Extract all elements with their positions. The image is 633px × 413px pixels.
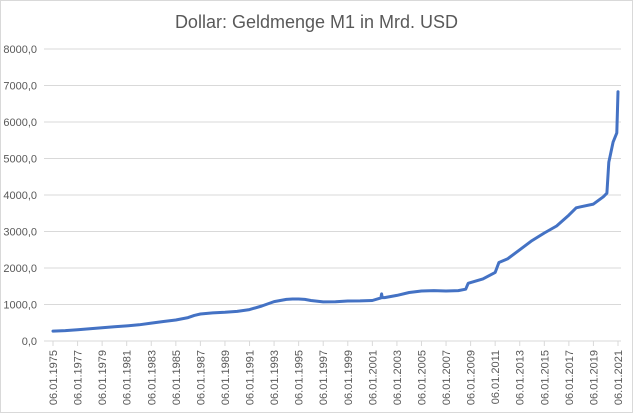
x-tick-label: 06.01.2005 <box>416 350 428 405</box>
y-tick-label: 2000,0 <box>3 263 37 275</box>
x-tick-label: 06.01.1991 <box>245 350 257 405</box>
y-tick-label: 6000,0 <box>3 117 37 129</box>
x-tick-label: 06.01.1999 <box>343 350 355 405</box>
chart-title: Dollar: Geldmenge M1 in Mrd. USD <box>174 12 459 32</box>
x-tick-label: 06.01.1975 <box>48 350 60 405</box>
x-tick-label: 06.01.2017 <box>564 350 576 405</box>
y-tick-label: 5000,0 <box>3 154 37 166</box>
x-tick-label: 06.01.2009 <box>466 350 478 405</box>
x-tick-label: 06.01.2013 <box>515 350 527 405</box>
y-axis-labels: 0,0 1000,0 2000,0 3000,0 4000,0 5000,0 6000,0 7… <box>3 44 37 348</box>
x-tick-label: 06.01.2003 <box>392 350 404 405</box>
x-axis: 06.01.1975 06.01.1977 06.01.1979 06.01.1981… <box>44 340 625 405</box>
x-tick-label: 06.01.1989 <box>220 350 232 405</box>
x-tick-label: 06.01.1993 <box>269 350 281 405</box>
x-tick-label: 06.01.1983 <box>146 350 158 405</box>
y-tick-label: 7000,0 <box>3 81 37 93</box>
x-tick-label: 06.01.1985 <box>171 350 183 405</box>
x-tick-label: 06.01.2021 <box>613 350 625 405</box>
y-tick-label: 4000,0 <box>3 190 37 202</box>
x-tick-label: 06.01.2007 <box>441 350 453 405</box>
gridlines <box>44 48 621 342</box>
m1-series-line <box>51 90 620 333</box>
y-tick-label: 0,0 <box>22 336 37 348</box>
y-tick-label: 1000,0 <box>3 300 37 312</box>
x-tick-label: 06.01.1979 <box>97 350 109 405</box>
y-tick-label: 3000,0 <box>3 227 37 239</box>
x-tick-label: 06.01.2019 <box>588 350 600 405</box>
x-tick-label: 06.01.2015 <box>539 350 551 405</box>
x-tick-label: 06.01.1995 <box>294 350 306 405</box>
x-tick-label: 06.01.1981 <box>122 350 134 405</box>
x-tick-label: 06.01.1977 <box>73 350 85 405</box>
x-tick-label: 06.01.1997 <box>318 350 330 405</box>
y-tick-label: 8000,0 <box>3 44 37 56</box>
x-tick-label: 06.01.2001 <box>367 350 379 405</box>
x-tick-label: 06.01.2011 <box>490 350 502 404</box>
x-tick-label: 06.01.1987 <box>195 350 207 405</box>
